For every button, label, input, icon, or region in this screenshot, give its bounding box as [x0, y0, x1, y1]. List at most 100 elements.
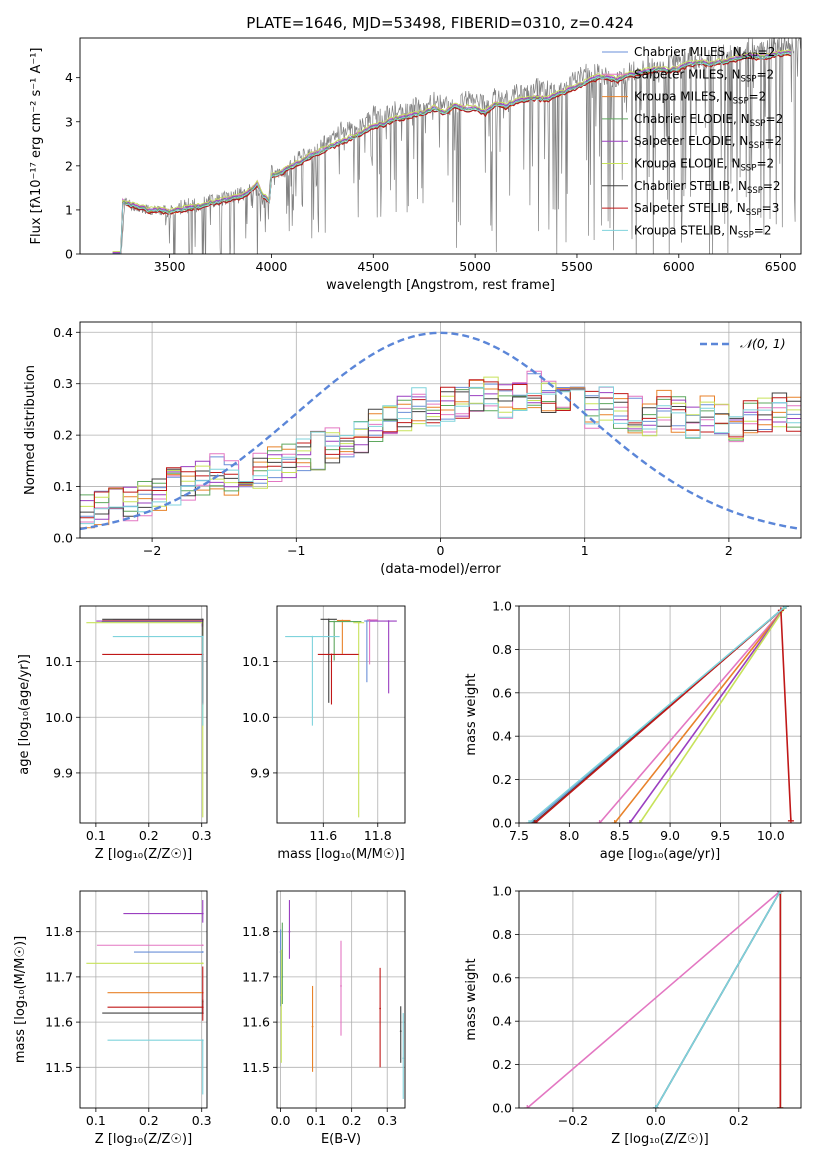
errorbar-salpeter-elodie — [369, 620, 397, 694]
x-tick-label: 9.5 — [710, 828, 730, 843]
plot-area-mass-weight-vs-Z — [524, 891, 784, 1108]
plot-area-mass-weight-vs-age — [526, 606, 794, 823]
x-tick-label: 0.0 — [271, 1113, 291, 1128]
legend-subscript: SSP — [733, 97, 749, 107]
y-axis-label: mass weight — [464, 958, 479, 1040]
legend-label-kroupa-stelib: Kroupa STELIB, NSSP=2 — [634, 223, 772, 240]
y-tick-label: 10.1 — [242, 654, 270, 669]
legend-subscript: SSP — [750, 119, 766, 129]
x-tick-label: 0.3 — [377, 1113, 397, 1128]
legend-label-chabrier-elodie: Chabrier ELODIE, NSSP=2 — [634, 112, 783, 129]
errorbar-kroupa-stelib — [112, 635, 204, 726]
y-tick-label: 1.0 — [492, 884, 512, 899]
x-tick-label: 0.0 — [646, 1113, 666, 1128]
point-salpeter-elodie — [288, 930, 291, 933]
x-tick-label: 0.2 — [342, 1113, 362, 1128]
legend-label-chabrier-stelib: Chabrier STELIB, NSSP=2 — [634, 179, 781, 196]
axes-frame — [79, 890, 208, 1109]
y-tick-label: 11.5 — [45, 1060, 73, 1075]
y-tick-label: 0.1 — [53, 479, 73, 494]
errorbar-kroupa-elodie — [86, 962, 204, 965]
legend-label-gaussian: 𝒩(0, 1) — [740, 336, 786, 351]
point-kroupa-elodie — [201, 962, 204, 965]
y-tick-label: 9.9 — [250, 765, 270, 780]
errorbar-chabrier-miles — [133, 951, 204, 953]
model-line-salpeter-stelib — [120, 53, 791, 254]
y-axis-label: Flux [fλ10⁻¹⁷ erg cm⁻² s⁻¹ A⁻¹] — [29, 48, 44, 245]
legend-subscript: SSP — [741, 164, 757, 174]
x-tick-label: 5000 — [459, 259, 491, 274]
point-chabrier-stelib — [201, 618, 204, 621]
point-salpeter-miles — [340, 985, 342, 987]
point-kroupa-stelib — [311, 635, 314, 638]
x-tick-label: 6000 — [663, 259, 695, 274]
model-line-kroupa-stelib — [112, 52, 792, 254]
panel-residuals: −2 −1 0 1 2 0.0 0.1 0.2 0.3 0.4 (data-model)/error… — [23, 321, 802, 577]
point-kroupa-stelib — [201, 1039, 204, 1042]
errorbar-kroupa-stelib — [107, 1039, 204, 1095]
legend-nssp-value: =2 — [764, 134, 782, 148]
weight-line-kroupa-elodie — [639, 606, 787, 823]
plot-area-mass-vs-Z — [86, 900, 204, 1095]
legend-label-salpeter-miles: Salpeter MILES, NSSP=2 — [634, 67, 774, 84]
panel-mass-vs-ebv: 0.0 0.1 0.2 0.3 11.5 11.6 11.7 11.8 E(B-V) — [242, 890, 406, 1147]
errorbar-salpeter-elodie — [288, 900, 291, 959]
weight-line-salpeter-miles — [598, 606, 787, 823]
legend-nssp-value: =2 — [756, 157, 774, 171]
panel-age-vs-Z: 0.1 0.2 0.3 9.9 10.0 10.1 Z [log₁₀(Z/Z☉)] age [… — [17, 605, 212, 862]
y-tick-label: 0.6 — [492, 685, 512, 700]
point-kroupa-stelib — [201, 635, 204, 638]
y-tick-label: 0.0 — [492, 816, 512, 831]
point-chabrier-elodie — [281, 975, 284, 978]
y-tick-label: 1.0 — [492, 599, 512, 614]
hist-step-kroupa-stelib — [80, 386, 801, 525]
axes-frame — [276, 605, 406, 824]
x-tick-label: −1 — [287, 543, 305, 558]
legend-nssp-value: =2 — [766, 112, 784, 126]
point-salpeter-stelib — [379, 1007, 382, 1010]
panel-spectrum: 3500 4000 4500 5000 5500 6000 6500 0 1 2 3 4 wavelen… — [29, 37, 802, 293]
y-tick-label: 0.0 — [492, 1101, 512, 1116]
weight-line-kroupa-stelib — [655, 891, 781, 1108]
errorbar-kroupa-miles — [336, 619, 351, 654]
y-axis-label: Normed distribution — [23, 365, 38, 495]
point-chabrier-elodie — [333, 620, 336, 623]
hist-step-chabrier-elodie — [80, 387, 801, 512]
x-tick-label: 2 — [725, 543, 733, 558]
y-tick-label: 0.8 — [492, 642, 512, 657]
point-kroupa-miles — [341, 619, 344, 622]
legend-subscript: SSP — [747, 186, 763, 196]
y-tick-label: 0.6 — [492, 970, 512, 985]
x-axis-label: age [log₁₀(age/yr)] — [600, 847, 721, 862]
legend-subscript: SSP — [738, 230, 754, 240]
legend-nssp-value: =3 — [762, 201, 780, 215]
x-axis-label: Z [log₁₀(Z/Z☉)] — [611, 1132, 708, 1147]
model-line-kroupa-elodie — [112, 49, 792, 252]
plot-area-residuals — [80, 331, 801, 531]
x-tick-label: −2 — [143, 543, 161, 558]
legend-subscript: SSP — [748, 141, 764, 151]
data-spectrum-line — [112, 38, 801, 254]
gaussian-curve — [80, 331, 801, 531]
panel-age-vs-mass: 11.6 11.8 9.9 10.0 10.1 mass [log₁₀(M/M☉)] — [242, 605, 406, 862]
errorbar-kroupa-stelib — [285, 635, 340, 726]
x-axis-label: mass [log₁₀(M/M☉)] — [277, 847, 404, 862]
y-tick-label: 0.2 — [492, 1057, 512, 1072]
y-tick-label: 11.7 — [45, 969, 73, 984]
legend-nssp-value: =2 — [758, 45, 776, 59]
y-tick-label: 0.2 — [492, 772, 512, 787]
errorbar-kroupa-stelib — [402, 1013, 405, 1099]
point-kroupa-elodie — [280, 994, 283, 996]
errorbar-salpeter-stelib — [379, 967, 382, 1068]
x-tick-label: 0.3 — [192, 828, 212, 843]
legend-nssp-value: =2 — [763, 179, 781, 193]
y-tick-label: 11.5 — [242, 1060, 270, 1075]
y-tick-label: 11.6 — [45, 1015, 73, 1030]
legend-nssp-value: =2 — [749, 90, 767, 104]
x-axis-label: wavelength [Angstrom, rest frame] — [326, 278, 555, 293]
y-tick-label: 11.6 — [242, 1015, 270, 1030]
figure-title: PLATE=1646, MJD=53498, FIBERID=0310, z=0… — [246, 14, 633, 32]
legend-nssp-value: =2 — [754, 223, 772, 237]
